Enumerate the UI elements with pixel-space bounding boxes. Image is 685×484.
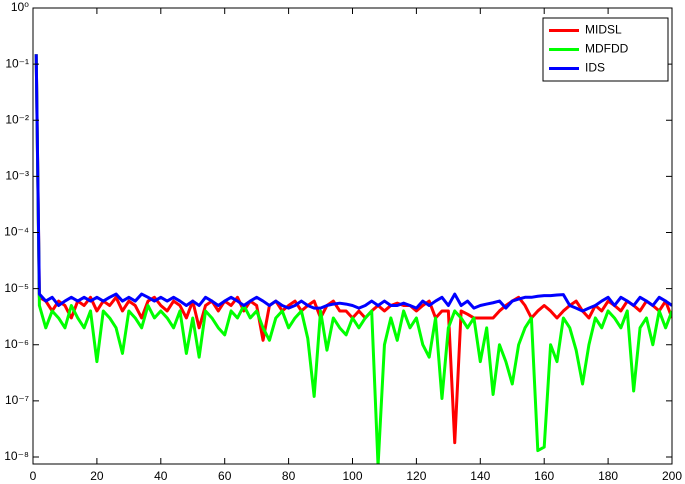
x-tick-label: 200 [662, 469, 682, 483]
x-tick-label: 140 [470, 469, 490, 483]
lines [34, 54, 672, 464]
x-tick-label: 180 [598, 469, 618, 483]
series-line [34, 54, 672, 313]
y-tick-label: 10⁻⁸ [4, 449, 29, 463]
x-tick-label: 60 [218, 469, 232, 483]
x-tick-label: 0 [30, 469, 37, 483]
x-tick-label: 120 [406, 469, 426, 483]
x-tick-label: 20 [90, 469, 104, 483]
y-tick-label: 10⁻⁵ [4, 281, 29, 295]
series-line [34, 54, 672, 464]
plot-area [33, 8, 672, 464]
y-tick-label: 10⁻⁶ [4, 337, 29, 351]
y-tick-label: 10⁻¹ [5, 56, 29, 70]
y-tick-label: 10⁰ [11, 0, 29, 14]
legend-label: MDFDD [585, 42, 629, 56]
x-tick-label: 40 [154, 469, 168, 483]
y-tick-label: 10⁻² [5, 112, 29, 126]
x-tick-label: 160 [534, 469, 554, 483]
y-tick-label: 10⁻⁴ [4, 225, 29, 239]
y-tick-label: 10⁻⁷ [5, 393, 29, 407]
x-tick-label: 80 [282, 469, 296, 483]
y-tick-label: 10⁻³ [5, 169, 29, 183]
legend-label: MIDSL [585, 23, 622, 37]
legend-label: IDS [585, 61, 605, 75]
x-tick-label: 100 [342, 469, 362, 483]
